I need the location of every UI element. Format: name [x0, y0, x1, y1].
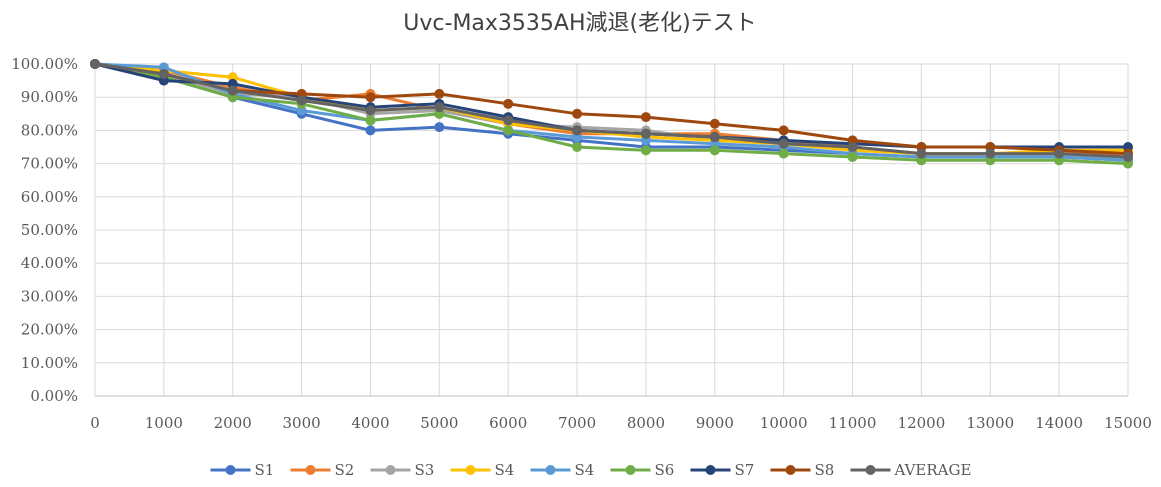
y-tick-label: 0.00% [30, 387, 78, 405]
series-line [94, 62, 1129, 156]
y-tick-label: 70.00% [21, 155, 78, 173]
legend-swatch-marker [385, 465, 396, 475]
data-point [503, 115, 514, 126]
legend-label: S8 [815, 461, 835, 479]
x-tick-label: 10000 [760, 414, 808, 432]
legend-label: S4 [495, 461, 515, 479]
x-tick-label: 6000 [489, 414, 527, 432]
data-point [1054, 148, 1065, 159]
legend-item-s6-5: S6 [610, 461, 675, 479]
data-point [365, 115, 376, 126]
y-tick-label: 100.00% [11, 55, 78, 73]
y-tick-label: 40.00% [21, 254, 78, 272]
legend-item-s1-0: S1 [210, 461, 275, 479]
series-line [94, 62, 1129, 166]
legend-label: S4 [575, 461, 595, 479]
x-tick-label: 14000 [1035, 414, 1083, 432]
data-point [640, 112, 651, 123]
legend-swatch-marker [545, 465, 556, 475]
legend-item-s4-4: S4 [530, 461, 595, 479]
legend-swatch-marker [705, 465, 716, 475]
data-point [572, 125, 583, 136]
y-tick-label: 80.00% [21, 121, 78, 139]
data-point [296, 95, 307, 106]
y-tick-label: 20.00% [21, 321, 78, 339]
legend-item-s7-6: S7 [690, 461, 755, 479]
data-point [778, 125, 789, 136]
data-point [365, 92, 376, 103]
axes: 0.00% 10.00% 20.00% 30.00% 40.00% 50.00% 60.00… [11, 55, 1152, 432]
x-tick-label: 0 [90, 414, 100, 432]
gridlines [94, 63, 1129, 396]
y-tick-label: 10.00% [21, 354, 78, 372]
legend-swatch-marker [865, 465, 876, 475]
legend-swatch-marker [225, 465, 236, 475]
x-tick-label: 12000 [898, 414, 946, 432]
legend: S1 S2 S3 S4 S4 S6 S7 S8 AVERAGE [210, 461, 972, 479]
series-average-8 [90, 59, 1133, 162]
x-tick-label: 3000 [283, 414, 321, 432]
legend-swatch-marker [465, 465, 476, 475]
data-point [503, 125, 514, 136]
data-point [709, 145, 720, 156]
legend-label: S6 [655, 461, 675, 479]
x-tick-label: 1000 [145, 414, 183, 432]
legend-item-s4-3: S4 [450, 461, 515, 479]
data-point [916, 148, 927, 159]
legend-swatch-marker [625, 465, 636, 475]
series-line [94, 62, 1129, 159]
legend-item-s2-1: S2 [290, 461, 355, 479]
series-line [94, 62, 1129, 162]
data-point [365, 105, 376, 116]
legend-swatch-marker [785, 465, 796, 475]
data-point [434, 88, 445, 99]
data-point [1123, 151, 1133, 162]
data-point [158, 68, 169, 79]
data-point [847, 142, 858, 152]
data-point [503, 98, 514, 109]
legend-label: S3 [415, 461, 435, 479]
x-tick-label: 7000 [558, 414, 596, 432]
data-point [985, 148, 996, 159]
data-point [434, 102, 445, 113]
legend-item-average-8: AVERAGE [850, 461, 972, 479]
data-point [90, 59, 100, 69]
data-point [640, 128, 651, 139]
data-point [778, 138, 789, 149]
x-tick-label: 4000 [351, 414, 389, 432]
y-tick-label: 30.00% [21, 287, 78, 305]
x-tick-label: 11000 [829, 414, 877, 432]
data-point [709, 132, 720, 143]
chart-title: Uvc-Max3535AH減退(老化)テスト [403, 11, 756, 36]
x-tick-label: 5000 [420, 414, 458, 432]
legend-item-s8-7: S8 [770, 461, 835, 479]
y-tick-label: 90.00% [21, 88, 78, 106]
data-point [847, 151, 858, 162]
series-lines [90, 59, 1133, 169]
x-tick-label: 2000 [214, 414, 252, 432]
legend-item-s3-2: S3 [370, 461, 435, 479]
x-tick-label: 13000 [966, 414, 1014, 432]
data-point [778, 148, 789, 159]
legend-swatch-marker [305, 465, 316, 475]
legend-label: S2 [335, 461, 355, 479]
y-tick-label: 50.00% [21, 221, 78, 239]
data-point [640, 145, 651, 156]
y-tick-label: 60.00% [21, 188, 78, 206]
data-point [434, 122, 445, 133]
x-tick-label: 9000 [696, 414, 734, 432]
legend-label: S7 [735, 461, 755, 479]
data-point [572, 108, 583, 119]
data-point [365, 125, 376, 136]
x-tick-label: 15000 [1104, 414, 1152, 432]
data-point [227, 85, 238, 96]
x-tick-label: 8000 [627, 414, 665, 432]
legend-label: AVERAGE [894, 461, 972, 479]
data-point [572, 142, 583, 152]
legend-label: S1 [255, 461, 275, 479]
data-point [709, 118, 720, 129]
